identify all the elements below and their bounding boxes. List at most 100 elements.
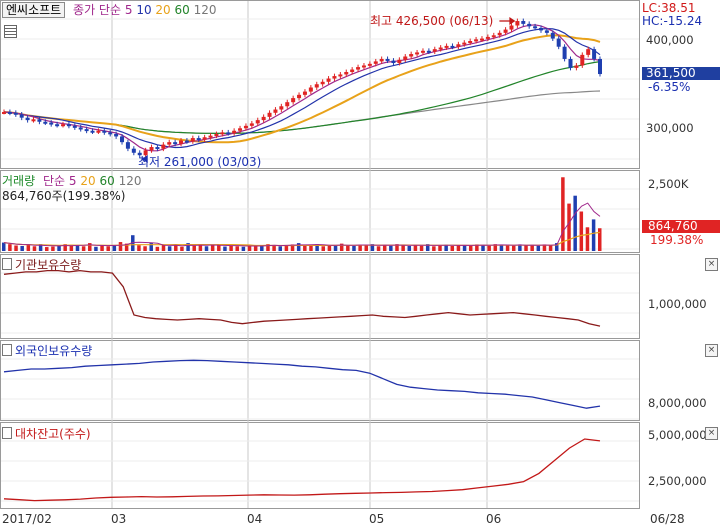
volume-pane[interactable] [0,170,640,253]
loan-series-layer [3,438,601,502]
volume-bar [38,244,43,251]
candle-body [249,123,254,126]
pane-close-button[interactable]: × [705,258,718,271]
current-volume-badge: 864,760 [642,220,720,233]
volume-bar [425,244,430,251]
candle-body [485,36,490,39]
volume-bar [511,245,516,251]
foreign-holdings-line [3,359,601,409]
volume-bar [315,244,319,251]
volume-bar [45,247,49,251]
volume-bar [266,244,270,251]
lc-value: LC:38.51 [642,1,696,15]
volume-bar [180,246,184,251]
volume-bar [149,243,153,251]
pane-close-button[interactable]: × [705,427,718,440]
candle-body [49,122,54,125]
pane-toggle-icon[interactable] [2,427,12,439]
volume-bar [63,244,67,251]
foreign-pane[interactable] [0,340,640,421]
volume-bar [94,246,98,251]
candle-body [479,38,484,41]
current-change: -6.35% [648,80,691,94]
candle-body [550,32,555,39]
candle-body [143,150,148,156]
candle-body [409,54,414,57]
x-tick-06: 06 [486,512,502,526]
volume-bar [75,245,80,251]
candle-body [238,128,243,131]
loan-pane[interactable] [0,422,640,509]
volume-bar [284,245,289,251]
candle-body [66,124,71,127]
volume-bar [376,246,381,251]
candle-body [462,42,467,45]
grid-lines [1,1,639,508]
volume-bar [327,245,332,251]
candle-body [332,76,337,79]
candle-body [426,50,431,53]
x-tick-05: 05 [369,512,385,526]
institution-series-layer [3,269,601,327]
volume-bar [358,244,362,251]
volume-bar [432,246,436,251]
x-tick-2017-02: 2017/02 [2,512,52,526]
volume-bar [241,246,246,251]
volume-bar [444,244,448,251]
moving-average-line-10 [3,27,601,149]
volume-bar [554,243,559,251]
pane-toggle-icon[interactable] [2,258,12,270]
volume-bar [303,245,307,251]
high-annotation: 최고 426,500 (06/13) [370,14,494,28]
foreign-pane-title: 외국인보유수량 [2,344,92,358]
table-grid-icon[interactable] [4,25,17,38]
candle-body [350,69,355,72]
stock-name-box[interactable]: 엔씨소프트 [2,2,66,18]
volume-bar [567,203,571,251]
candle-body [314,84,319,88]
candle-body [220,132,225,135]
price-ma-20: 20 [155,3,171,17]
price-ma-label: 종가 단순 [73,3,122,17]
volume-bar [364,245,369,251]
candle-body [568,58,573,68]
volume-bar [118,242,123,251]
candle-body [326,78,331,82]
candle-body [538,27,543,31]
candle-body [385,58,390,61]
price-pane[interactable] [0,0,640,169]
volume-bar [155,246,160,251]
volume-bar [167,246,172,251]
volume-bar [321,246,326,251]
volume-bar [382,244,387,251]
candle-body [403,56,408,60]
volume-title: 거래량 [2,174,36,188]
loan-pane-title: 대차잔고(주수) [2,427,91,441]
candle-body [474,39,479,42]
volume-bar [210,245,215,251]
candle-body [19,114,24,118]
volume-bar [407,245,412,251]
institution-pane[interactable] [0,254,640,339]
volume-bar [462,245,467,251]
candle-body [379,58,384,62]
loan-tick-5000000: 5,000,000 [648,428,707,442]
volume-series-layer [2,177,602,251]
volume-bar [518,244,522,251]
volume-bar [475,244,479,251]
volume-bar [8,244,12,251]
candle-body [149,147,154,151]
candle-body [432,49,437,52]
candle-body [580,54,585,66]
volume-bar [290,244,295,251]
volume-bar [296,243,301,251]
pane-close-button[interactable]: × [705,344,718,357]
volume-bar [272,245,276,251]
candle-body [302,91,307,95]
volume-bar [468,245,473,251]
pane-toggle-icon[interactable] [2,344,12,356]
volume-bar [247,244,252,251]
candle-body [544,30,549,33]
volume-bar [591,219,596,251]
